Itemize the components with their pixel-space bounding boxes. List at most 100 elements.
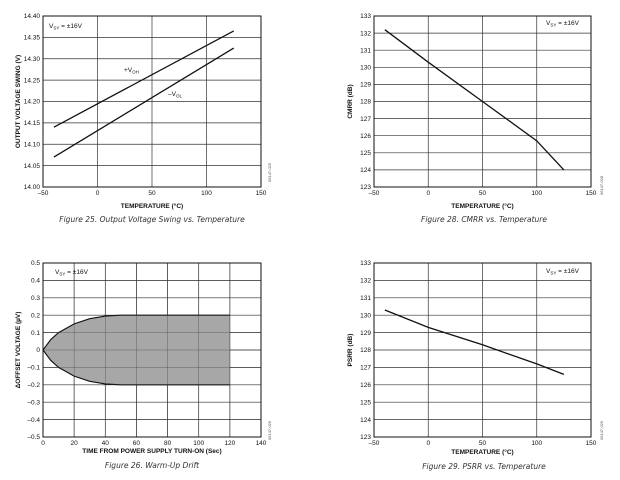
- supply-annotation: VSY = ±16V: [546, 268, 580, 276]
- figure-code: 06147-028: [599, 175, 604, 195]
- y-tick-label: 131: [360, 47, 371, 54]
- x-tick-label: 60: [133, 440, 141, 447]
- figure-code: 06147-025: [267, 162, 272, 182]
- y-axis-label: CMRR (dB): [347, 84, 354, 118]
- y-tick-label: 14.25: [24, 77, 41, 84]
- y-tick-label: 125: [360, 399, 371, 406]
- x-tick-label: –50: [369, 440, 380, 447]
- supply-annotation: VSY = ±16V: [546, 20, 580, 28]
- y-axis-label: OUTPUT VOLTAGE SWING (V): [15, 55, 22, 148]
- y-tick-label: 14.40: [24, 13, 41, 20]
- y-tick-label: 132: [360, 30, 371, 37]
- x-axis-label: TEMPERATURE (°C): [451, 202, 513, 210]
- x-tick-label: 0: [426, 440, 430, 447]
- figure-caption: Figure 26. Warm-Up Drift: [105, 461, 200, 470]
- y-tick-label: 129: [360, 330, 371, 337]
- x-tick-label: 150: [586, 190, 597, 197]
- y-axis-label: ΔOFFSET VOLTAGE (µV): [15, 312, 22, 389]
- chart-warm-up-drift: 0 20 40 60 80 100 120 140 –0.5 –0.4 –0.3 –0.2 –0.1 0 0…: [15, 260, 272, 470]
- y-tick-label: 133: [360, 13, 371, 20]
- x-tick-label: 100: [531, 440, 542, 447]
- x-tick-label: 0: [426, 190, 430, 197]
- y-tick-label: 124: [360, 417, 371, 424]
- y-tick-label: 131: [360, 295, 371, 302]
- y-tick-label: 125: [360, 150, 371, 157]
- supply-annotation: VSY = ±16V: [55, 269, 89, 277]
- x-tick-label: 150: [586, 440, 597, 447]
- y-tick-label: 128: [360, 347, 371, 354]
- series-line--voh: [53, 30, 235, 128]
- supply-annotation: VSY = ±16V: [49, 23, 83, 31]
- y-tick-label: 128: [360, 99, 371, 106]
- y-tick-label: 130: [360, 65, 371, 72]
- x-tick-label: 150: [256, 190, 267, 197]
- y-tick-label: 14.05: [24, 163, 41, 170]
- x-tick-label: 50: [479, 440, 487, 447]
- x-tick-label: 40: [102, 440, 110, 447]
- y-tick-label: –0.5: [27, 434, 40, 441]
- y-tick-label: 14.30: [24, 56, 41, 63]
- y-tick-label: 0.5: [31, 260, 40, 267]
- y-tick-label: –0.4: [27, 417, 40, 424]
- y-tick-label: 0: [36, 347, 40, 354]
- y-tick-label: 14.15: [24, 120, 41, 127]
- plot-frame: [42, 262, 262, 438]
- x-tick-label: 20: [71, 440, 79, 447]
- y-tick-label: 127: [360, 116, 371, 123]
- x-axis-label: TIME FROM POWER SUPPLY TURN-ON (Sec): [82, 448, 221, 455]
- x-tick-label: 0: [41, 440, 45, 447]
- series-line--vol: [53, 47, 235, 158]
- y-tick-label: 0.2: [31, 312, 40, 319]
- y-tick-label: –0.2: [27, 382, 40, 389]
- chart-psrr: –50 0 50 100 150 123 124 125 126 127 128 129 130 131 1…: [347, 260, 604, 471]
- figure-caption: Figure 25. Output Voltage Swing vs. Temp…: [59, 215, 245, 224]
- series-line-psrr: [384, 309, 565, 375]
- y-tick-label: 126: [360, 382, 371, 389]
- x-tick-label: –50: [369, 190, 380, 197]
- y-tick-label: –0.1: [27, 365, 40, 372]
- y-tick-label: 126: [360, 133, 371, 140]
- chart-cmrr: –50 0 50 100 150 123 124 125 126 127 128 129 130 131 1…: [347, 13, 604, 224]
- y-tick-label: 14.00: [24, 184, 41, 191]
- y-tick-label: 133: [360, 260, 371, 267]
- plot-frame: [42, 15, 262, 188]
- x-tick-label: 80: [164, 440, 172, 447]
- plot-frame: [373, 262, 592, 438]
- y-tick-label: 0.4: [31, 278, 40, 285]
- y-tick-label: 14.10: [24, 141, 41, 148]
- chart-output-voltage-swing: –50 0 50 100 150 14.00 14.05 14.10 14.15 14.20 14.…: [15, 13, 272, 224]
- x-tick-label: 120: [224, 440, 235, 447]
- y-tick-label: 14.20: [24, 99, 41, 106]
- x-tick-label: –50: [38, 190, 49, 197]
- x-tick-label: 50: [479, 190, 487, 197]
- series-line-cmrr: [384, 29, 565, 171]
- y-tick-label: 129: [360, 82, 371, 89]
- y-tick-label: 127: [360, 365, 371, 372]
- figure-caption: Figure 28. CMRR vs. Temperature: [421, 215, 547, 224]
- x-tick-label: 50: [148, 190, 156, 197]
- figure-caption: Figure 29. PSRR vs. Temperature: [422, 462, 546, 471]
- y-tick-label: 0.3: [31, 295, 40, 302]
- y-tick-label: –0.3: [27, 399, 40, 406]
- figure-code: 06147-029: [599, 420, 604, 440]
- y-tick-label: 130: [360, 312, 371, 319]
- figure-code: 06147-026: [267, 420, 272, 440]
- series-label-voh: +VOH: [124, 67, 139, 75]
- y-tick-label: 0.1: [31, 330, 40, 337]
- y-tick-label: 123: [360, 434, 371, 441]
- x-tick-label: 0: [96, 190, 100, 197]
- y-tick-label: 14.35: [24, 35, 41, 42]
- y-axis-label: PSRR (dB): [347, 334, 354, 367]
- y-tick-label: 123: [360, 184, 371, 191]
- x-tick-label: 140: [256, 440, 267, 447]
- x-tick-label: 100: [193, 440, 204, 447]
- y-tick-label: 132: [360, 278, 371, 285]
- x-tick-label: 100: [201, 190, 212, 197]
- x-axis-label: TEMPERATURE (°C): [121, 202, 183, 210]
- x-axis-label: TEMPERATURE (°C): [451, 448, 513, 456]
- series-label-vol: –VOL: [168, 91, 182, 99]
- plot-frame: [373, 15, 592, 188]
- x-tick-label: 100: [531, 190, 542, 197]
- y-tick-label: 124: [360, 167, 371, 174]
